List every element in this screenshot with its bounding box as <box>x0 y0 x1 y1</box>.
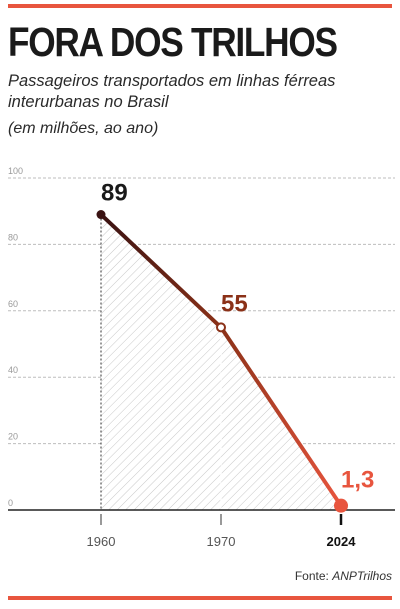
top-rule <box>8 4 392 8</box>
data-label-1960: 89 <box>101 180 128 207</box>
source-note: Fonte: ANPTrilhos <box>295 569 392 583</box>
y-tick-label: 0 <box>8 498 13 508</box>
chart-subtitle: Passageiros transportados em linhas férr… <box>8 72 336 111</box>
area-fill <box>101 214 341 510</box>
data-point-1960 <box>96 210 106 220</box>
y-tick-label: 100 <box>8 166 23 176</box>
data-label-1970: 55 <box>221 290 248 317</box>
y-tick-label: 60 <box>8 299 18 309</box>
data-point-2024 <box>334 498 348 513</box>
y-tick-label: 40 <box>8 365 18 375</box>
source-label: Fonte: <box>294 569 329 583</box>
y-tick-label: 20 <box>8 432 18 442</box>
data-label-2024: 1,3 <box>341 467 374 494</box>
bottom-rule <box>8 596 392 600</box>
source-name: ANPTrilhos <box>332 569 392 583</box>
x-tick-label: 2024 <box>327 534 357 549</box>
y-tick-label: 80 <box>8 232 18 242</box>
unit-note: (em milhões, ao ano) <box>8 120 159 137</box>
line-chart: 0 20 40 60 80 100 1960 1970 2024 89 55 1,3 <box>8 166 395 549</box>
data-point-1970 <box>216 322 226 333</box>
x-tick-label: 1970 <box>207 534 236 549</box>
x-tick-label: 1960 <box>87 534 116 549</box>
chart-title: FORA DOS TRILHOS <box>8 19 338 65</box>
